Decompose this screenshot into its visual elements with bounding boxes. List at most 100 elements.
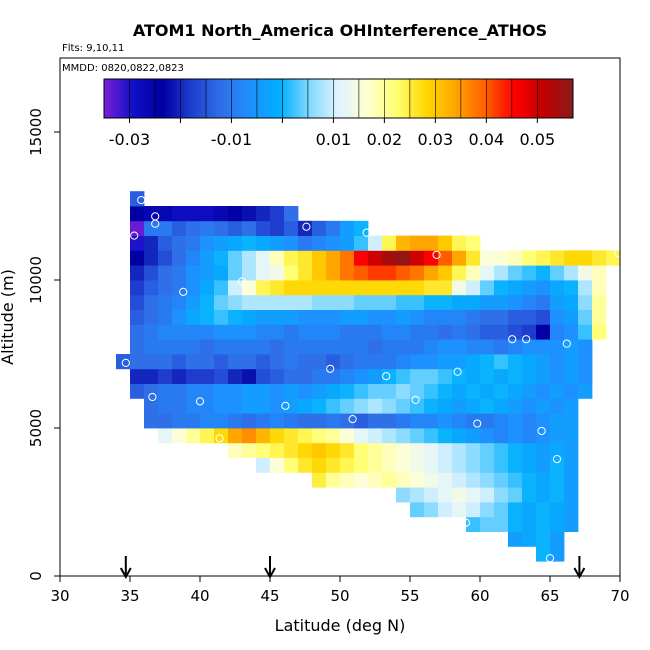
heatmap-cell: [354, 309, 369, 325]
heatmap-cell: [158, 250, 173, 266]
heatmap-cell: [158, 383, 173, 399]
heatmap-cell: [242, 250, 257, 266]
colorbar-swatch: [429, 79, 433, 118]
heatmap-cell: [144, 250, 159, 266]
colorbar-swatch: [388, 79, 392, 118]
heatmap-cell: [144, 368, 159, 384]
x-tick-label: 45: [260, 587, 279, 605]
heatmap-cell: [312, 368, 327, 384]
heatmap-cell: [396, 309, 411, 325]
heatmap-cell: [452, 235, 467, 251]
heatmap-cell: [410, 309, 425, 325]
heatmap-cell: [466, 339, 481, 355]
heatmap-cell: [494, 383, 509, 399]
colorbar-swatch: [565, 79, 569, 118]
heatmap-cell: [368, 265, 383, 281]
heatmap-cell: [130, 191, 145, 207]
heatmap-cell: [312, 398, 327, 414]
heatmap-cell: [172, 280, 187, 296]
colorbar-swatch: [174, 79, 178, 118]
heatmap-cell: [158, 280, 173, 296]
heatmap-cell: [536, 309, 551, 325]
heatmap-cell: [396, 428, 411, 444]
heatmap-cell: [396, 280, 411, 296]
colorbar-swatch: [104, 79, 108, 118]
heatmap-cell: [550, 457, 565, 473]
colorbar-swatch: [205, 79, 209, 118]
heatmap-cell: [172, 428, 187, 444]
colorbar-swatch: [315, 79, 319, 118]
heatmap-cell: [480, 516, 495, 532]
heatmap-cell: [298, 265, 313, 281]
sample-point: [508, 335, 517, 344]
colorbar-swatch: [163, 79, 167, 118]
heatmap-cell: [368, 398, 383, 414]
heatmap-cell: [312, 442, 327, 458]
heatmap-cell: [536, 398, 551, 414]
heatmap-cell: [298, 368, 313, 384]
heatmap-cell: [452, 413, 467, 429]
heatmap-cell: [228, 294, 243, 310]
colorbar-swatch: [369, 79, 373, 118]
colorbar-swatch: [442, 79, 446, 118]
heatmap-cell: [564, 442, 579, 458]
heatmap-cell: [466, 502, 481, 518]
heatmap-cell: [144, 220, 159, 236]
heatmap-cell: [200, 324, 215, 340]
heatmap-cell: [228, 442, 243, 458]
heatmap-cell: [270, 398, 285, 414]
heatmap-cell: [508, 487, 523, 503]
heatmap-cell: [354, 280, 369, 296]
heatmap-cell: [256, 294, 271, 310]
colorbar-swatch: [106, 79, 110, 118]
heatmap-cell: [270, 428, 285, 444]
heatmap-cell: [396, 294, 411, 310]
heatmap-cell: [214, 413, 229, 429]
heatmap-cell: [186, 339, 201, 355]
heatmap-cell: [438, 442, 453, 458]
heatmap-cell: [452, 383, 467, 399]
heatmap-cell: [536, 502, 551, 518]
heatmap-cell: [452, 354, 467, 370]
heatmap-cell: [214, 265, 229, 281]
heatmap-cell: [242, 368, 257, 384]
heatmap-cell: [508, 428, 523, 444]
colorbar-swatch: [466, 79, 470, 118]
heatmap-cell: [480, 250, 495, 266]
heatmap-cell: [270, 324, 285, 340]
heatmap-cell: [200, 206, 215, 222]
heatmap-cell: [340, 309, 355, 325]
heatmap-cell: [256, 383, 271, 399]
heatmap-cell: [550, 383, 565, 399]
heatmap-cell: [522, 354, 537, 370]
heatmap-cell: [396, 324, 411, 340]
heatmap-cell: [354, 398, 369, 414]
heatmap-cell: [270, 457, 285, 473]
heatmap-cell: [592, 265, 607, 281]
heatmap-cell: [256, 309, 271, 325]
heatmap-cell: [550, 339, 565, 355]
heatmap-cell: [410, 383, 425, 399]
colorbar-swatch: [176, 79, 180, 118]
heatmap-cell: [564, 250, 579, 266]
heatmap-cell: [144, 206, 159, 222]
heatmap-cell: [508, 472, 523, 488]
colorbar-swatch: [122, 79, 126, 118]
heatmap-cell: [130, 280, 145, 296]
colorbar-swatch: [260, 79, 264, 118]
heatmap-cell: [382, 442, 397, 458]
heatmap-cell: [536, 250, 551, 266]
sample-point: [348, 415, 357, 424]
colorbar-swatch: [562, 79, 566, 118]
heatmap-cell: [466, 472, 481, 488]
heatmap-cell: [494, 339, 509, 355]
sample-point: [453, 367, 462, 376]
colorbar-swatch: [520, 79, 524, 118]
heatmap-cell: [452, 398, 467, 414]
sample-point: [552, 454, 562, 464]
heatmap-cell: [564, 516, 579, 532]
heatmap-cell: [578, 324, 593, 340]
heatmap-cell: [522, 265, 537, 281]
heatmap-cell: [382, 309, 397, 325]
sample-point: [362, 228, 371, 237]
